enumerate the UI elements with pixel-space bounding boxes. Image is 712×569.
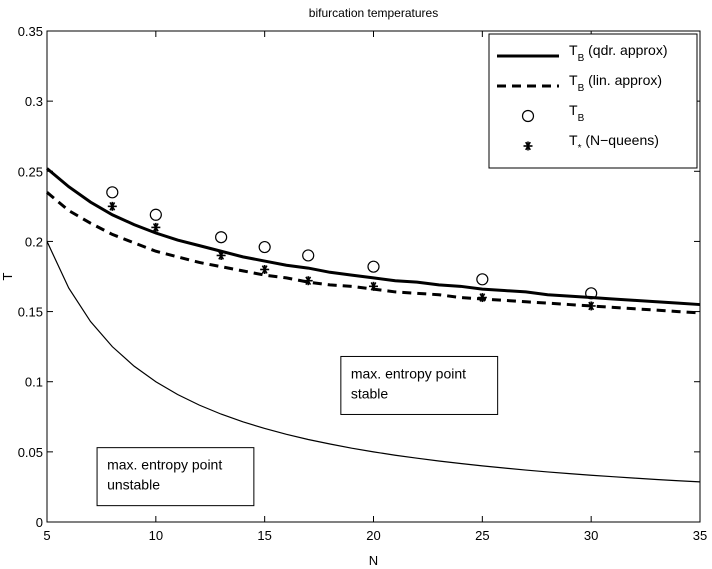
annotation-text: stable — [351, 385, 389, 401]
x-tick-label: 25 — [475, 528, 489, 543]
annotation-box — [340, 355, 499, 415]
y-tick-label: 0.15 — [18, 305, 43, 320]
y-tick-label: 0.25 — [18, 164, 43, 179]
annotation-text: max. entropy point — [351, 365, 466, 381]
series-line-qdr — [46, 167, 701, 307]
y-tick-label: 0.2 — [25, 234, 43, 249]
chart-title: bifurcation temperatures — [309, 6, 438, 20]
circle-point — [585, 287, 598, 300]
y-tick-label: 0.05 — [18, 445, 43, 460]
boundary-line — [46, 241, 701, 483]
x-tick-label: 10 — [149, 528, 163, 543]
y-tick-label: 0.3 — [25, 94, 43, 109]
y-axis-label: T — [0, 272, 15, 280]
star-point — [216, 250, 226, 260]
star-point — [303, 276, 313, 286]
star-point — [477, 293, 487, 303]
x-tick-label: 35 — [693, 528, 707, 543]
star-point — [107, 201, 117, 211]
circle-point — [302, 249, 315, 262]
legend-swatch — [521, 109, 535, 123]
series-line-lin — [46, 191, 701, 315]
circle-point — [258, 240, 271, 254]
x-tick-label: 30 — [584, 528, 598, 543]
annotation-box — [96, 447, 255, 507]
legend: TB (qdr. approx) TB (lin. approx) TB T* (N−… — [488, 33, 698, 169]
y-tick-label: 0.1 — [25, 375, 43, 390]
star-point — [369, 281, 378, 291]
circle-point — [215, 231, 228, 244]
circle-point — [106, 186, 119, 199]
circle-point — [476, 273, 489, 286]
x-tick-label: 15 — [257, 528, 271, 543]
plot-area: 5 10 15 20 25 30 35 0 0.05 0.1 0.15 0.2 0.25 0.3 0.35 m… — [18, 24, 708, 543]
star-point — [586, 301, 596, 311]
annotation-text: unstable — [107, 477, 160, 493]
legend-swatch — [523, 141, 533, 151]
star-point — [151, 222, 161, 232]
legend-label: TB — [569, 102, 585, 124]
circle-point — [149, 208, 162, 221]
annotation-text: max. entropy point — [107, 457, 222, 473]
legend-label: T* (N−queens) — [569, 132, 659, 154]
legend-label: TB (lin. approx) — [569, 72, 662, 94]
x-tick-label: 5 — [43, 528, 50, 543]
y-tick-label: 0 — [36, 515, 43, 530]
y-tick-label: 0.35 — [18, 24, 43, 39]
x-axis-label: N — [369, 553, 378, 568]
legend-label: TB (qdr. approx) — [569, 42, 668, 64]
star-point — [260, 264, 270, 274]
x-tick-label: 20 — [366, 528, 380, 543]
circle-point — [367, 260, 380, 273]
